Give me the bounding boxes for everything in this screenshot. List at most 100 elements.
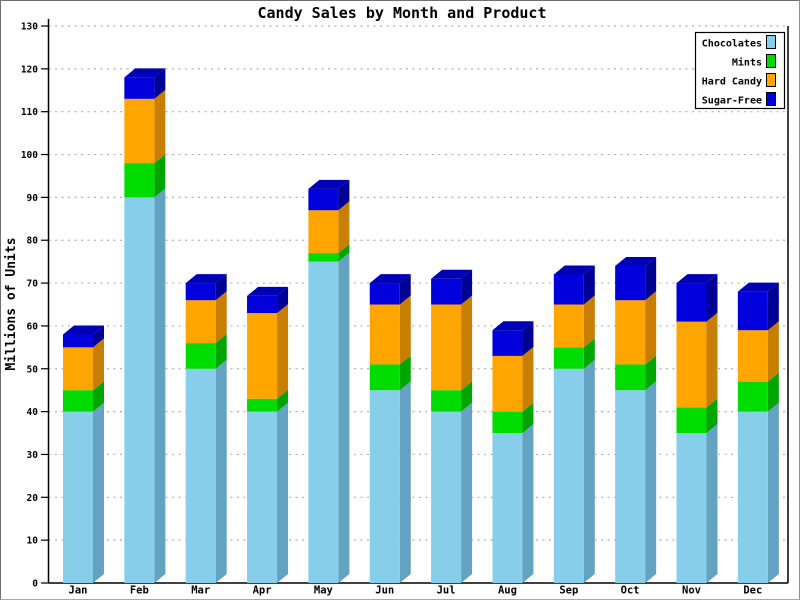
legend-item-sugar-free: Sugar-Free: [702, 92, 776, 107]
bar-segment-side: [706, 398, 718, 434]
legend-swatch: [766, 73, 776, 87]
bar-segment-side: [399, 295, 411, 365]
bar-segment-side: [338, 252, 350, 583]
bar-segment-top: [308, 179, 350, 189]
bar-segment-side: [767, 372, 779, 412]
bar-segment: [308, 261, 339, 583]
bar-segment: [124, 197, 155, 583]
x-tick-label: Feb: [130, 585, 149, 597]
legend-swatch: [766, 54, 776, 68]
bar-segment: [676, 321, 707, 408]
bar-segment-side: [461, 381, 473, 412]
x-tick-label: Jul: [437, 585, 456, 597]
x-axis-labels: Jan Feb Mar Apr May Jun Jul Aug Sep Oct Nov Dec: [69, 585, 763, 597]
bar-segment: [124, 98, 155, 164]
legend-label: Mints: [732, 57, 762, 69]
bar-segment: [247, 313, 278, 399]
bar-segment: [63, 390, 93, 412]
bar-segment: [431, 278, 462, 305]
bar-segment-top: [369, 274, 411, 284]
bar-dec: [737, 282, 779, 583]
bar-segment-top: [124, 68, 166, 78]
bar-segment: [308, 188, 339, 211]
legend-item-mints: Mints: [732, 54, 776, 69]
bar-segment: [492, 330, 523, 356]
bar-segment: [247, 398, 278, 412]
bar-segment-top: [492, 321, 534, 331]
x-tick-label: Jun: [375, 585, 394, 597]
bar-segment: [124, 163, 155, 198]
bar-segment: [553, 274, 584, 305]
bar-segment: [492, 433, 523, 583]
bar-segment: [553, 368, 584, 583]
bar-segment-side: [154, 68, 166, 99]
bar-segment-side: [767, 321, 779, 382]
y-axis-title: Millions of Units: [4, 237, 19, 370]
bar-segment-side: [338, 179, 350, 211]
x-tick-label: Dec: [743, 585, 762, 597]
bar-segment: [369, 283, 400, 305]
bar-segment: [615, 390, 646, 583]
bar-segment-top: [185, 274, 227, 284]
bar-segment-side: [154, 188, 166, 583]
y-tick-label: 80: [27, 236, 39, 247]
bar-segment-side: [399, 355, 411, 391]
bar-segment-side: [277, 402, 289, 583]
bar-segment-top: [615, 256, 657, 266]
bar-segment: [369, 304, 400, 365]
x-tick-label: Apr: [253, 585, 272, 597]
bar-oct: [615, 256, 657, 583]
bar-segment-side: [215, 334, 227, 369]
bar-segment-side: [154, 154, 166, 198]
bar-jun: [369, 274, 411, 583]
bar-segment: [676, 407, 707, 434]
bar-may: [308, 179, 350, 583]
y-tick-label: 90: [27, 193, 39, 204]
bar-segment-side: [583, 295, 595, 348]
bar-segment-side: [645, 256, 657, 301]
bar-segment-side: [706, 312, 718, 408]
bar-segment: [124, 77, 155, 99]
bar-segment: [615, 300, 646, 365]
bar-segment: [615, 364, 646, 391]
bar-segment-side: [215, 359, 227, 583]
legend-label: Sugar-Free: [702, 96, 762, 107]
x-tick-label: Mar: [191, 585, 210, 597]
legend-swatch: [766, 35, 776, 49]
bars: [63, 68, 779, 583]
bar-segment: [369, 364, 400, 391]
bar-segment-side: [277, 286, 289, 314]
bar-segment-side: [399, 274, 411, 305]
bar-jul: [431, 269, 473, 583]
bar-segment-top: [676, 274, 718, 284]
bar-segment: [737, 411, 768, 583]
bar-sep: [553, 265, 595, 583]
bar-segment: [247, 295, 278, 314]
bar-segment-side: [522, 402, 534, 434]
y-axis-ticks: 0 10 20 30 40 50 60 70 80 90 100 110 120 130: [21, 22, 49, 590]
x-tick-label: May: [314, 585, 334, 597]
bar-segment: [676, 433, 707, 583]
bar-feb: [124, 68, 166, 583]
bar-apr: [247, 286, 289, 583]
bar-segment-side: [767, 282, 779, 331]
bar-jan: [63, 325, 104, 583]
bar-segment: [492, 355, 523, 412]
bar-aug: [492, 321, 534, 583]
bar-segment-top: [247, 286, 289, 296]
legend-label: Hard Candy: [702, 77, 762, 88]
y-tick-label: 50: [27, 364, 39, 375]
legend-item-hard-candy: Hard Candy: [702, 73, 776, 88]
bar-segment-side: [399, 381, 411, 583]
bar-segment: [185, 300, 216, 344]
bar-segment: [492, 411, 523, 434]
bar-segment-side: [93, 381, 104, 412]
x-tick-label: Nov: [682, 585, 701, 597]
x-tick-label: Oct: [621, 585, 640, 597]
bar-segment: [553, 304, 584, 348]
x-tick-label: Sep: [559, 585, 578, 597]
bar-segment-side: [215, 274, 227, 301]
bar-segment-top: [431, 269, 473, 279]
bar-segment: [737, 330, 768, 382]
